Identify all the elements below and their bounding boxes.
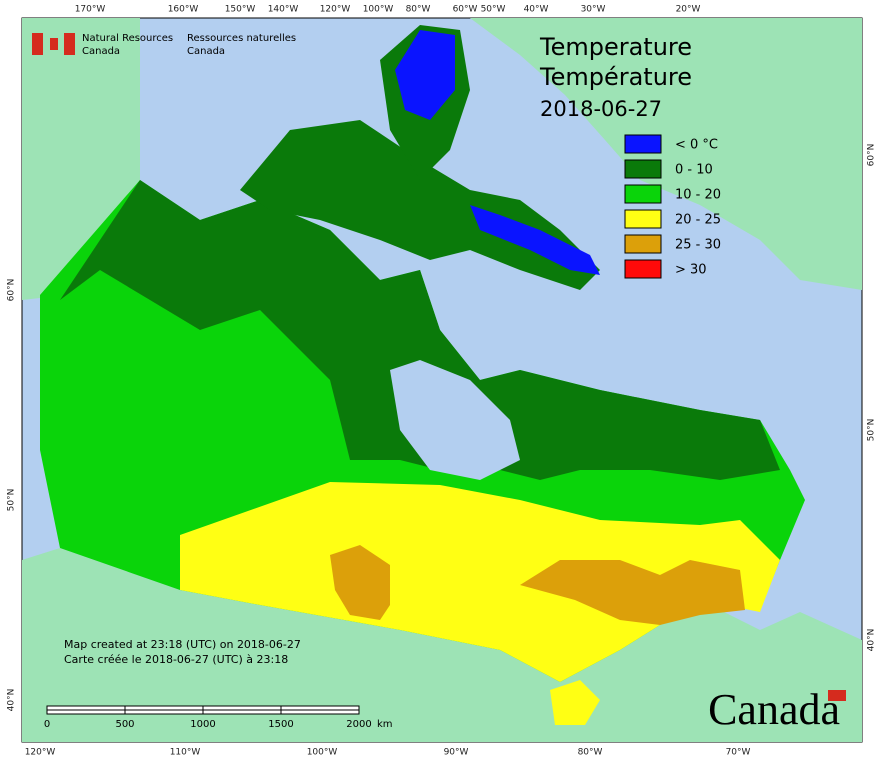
greenland bbox=[470, 18, 862, 290]
lon-label: 120°W bbox=[320, 5, 351, 15]
flag-bar bbox=[64, 33, 75, 55]
org-en: Natural Resources bbox=[82, 33, 173, 44]
org-en: Canada bbox=[82, 46, 120, 57]
lat-label: 60°N bbox=[7, 279, 17, 302]
hudson-bay bbox=[390, 360, 520, 480]
title: Température bbox=[539, 63, 692, 91]
lon-label: 170°W bbox=[75, 5, 106, 15]
scale-segment bbox=[280, 709, 360, 715]
hot-east bbox=[520, 560, 745, 625]
scale-label: 1500 bbox=[268, 719, 293, 730]
legend-swatch bbox=[624, 259, 662, 279]
note: Map created at 23:18 (UTC) on 2018-06-27 bbox=[64, 638, 301, 651]
scale-segment bbox=[46, 705, 126, 711]
wordmark: Canada bbox=[708, 685, 840, 734]
united-states bbox=[22, 548, 862, 742]
lon-label: 30°W bbox=[581, 5, 606, 15]
legend: < 0 °C 0 - 10 10 - 20 20 - 25 25 - 30 > 30 bbox=[624, 134, 721, 279]
org-fr: Canada bbox=[187, 46, 225, 57]
lat-label: 60°N bbox=[867, 144, 877, 167]
lon-label: 50°W bbox=[481, 5, 506, 15]
lon-label: 100°W bbox=[363, 5, 394, 15]
legend-swatch bbox=[624, 159, 662, 179]
legend-swatch bbox=[624, 134, 662, 154]
scale-unit: km bbox=[377, 719, 393, 730]
lon-label: 100°W bbox=[307, 748, 338, 758]
lat-label: 40°N bbox=[867, 629, 877, 652]
legend-label: 20 - 25 bbox=[675, 213, 721, 228]
legend-swatch bbox=[624, 209, 662, 229]
title: Temperature bbox=[539, 33, 692, 61]
scale-label: 2000 bbox=[346, 719, 371, 730]
legend-label: < 0 °C bbox=[675, 138, 718, 153]
lon-label: 80°W bbox=[578, 748, 603, 758]
arctic-islands bbox=[240, 120, 600, 290]
legend-label: 0 - 10 bbox=[675, 163, 713, 178]
canada bbox=[40, 25, 805, 725]
scale-label: 0 bbox=[44, 719, 50, 730]
land-20-25 bbox=[180, 482, 780, 682]
scale-label: 500 bbox=[115, 719, 134, 730]
lat-label: 50°N bbox=[7, 489, 17, 512]
note: Carte créée le 2018-06-27 (UTC) à 23:18 bbox=[64, 653, 288, 666]
scale-segment bbox=[124, 709, 204, 715]
legend-label: 25 - 30 bbox=[675, 238, 721, 253]
legend-label: > 30 bbox=[675, 263, 707, 278]
lon-label: 140°W bbox=[268, 5, 299, 15]
legend-swatch bbox=[624, 234, 662, 254]
legend-label: 10 - 20 bbox=[675, 188, 721, 203]
lon-label: 160°W bbox=[168, 5, 199, 15]
lon-label: 110°W bbox=[170, 748, 201, 758]
flag-leaf bbox=[50, 38, 58, 50]
scale-bar: 0 500 1000 1500 2000 km bbox=[44, 705, 393, 730]
lat-label: 40°N bbox=[7, 689, 17, 712]
date: 2018-06-27 bbox=[540, 97, 662, 121]
ontario-south bbox=[550, 680, 600, 725]
header: Natural Resources Canada Ressources natu… bbox=[32, 33, 296, 57]
lat-label: 50°N bbox=[867, 419, 877, 442]
neighbours bbox=[22, 18, 862, 742]
lon-label: 60°W bbox=[453, 5, 478, 15]
scale-segment bbox=[202, 705, 282, 711]
flag-bar bbox=[32, 33, 43, 55]
lon-label: 80°W bbox=[406, 5, 431, 15]
wordmark-flag bbox=[828, 690, 846, 701]
lon-label: 40°W bbox=[524, 5, 549, 15]
lon-label: 70°W bbox=[726, 748, 751, 758]
graticule-labels: 170°W 160°W 150°W 140°W 120°W 100°W 80°W 60°W 50… bbox=[7, 5, 877, 758]
cold-ellesmere bbox=[395, 30, 455, 120]
land-0-10 bbox=[60, 180, 780, 480]
lon-label: 150°W bbox=[225, 5, 256, 15]
alaska bbox=[22, 18, 140, 300]
lon-label: 120°W bbox=[25, 748, 56, 758]
hot-prairie bbox=[330, 545, 390, 620]
lon-label: 90°W bbox=[444, 748, 469, 758]
org-fr: Ressources naturelles bbox=[187, 33, 296, 44]
scale-label: 1000 bbox=[190, 719, 215, 730]
cold-baffin bbox=[470, 205, 600, 275]
lon-label: 20°W bbox=[676, 5, 701, 15]
legend-swatch bbox=[624, 184, 662, 204]
